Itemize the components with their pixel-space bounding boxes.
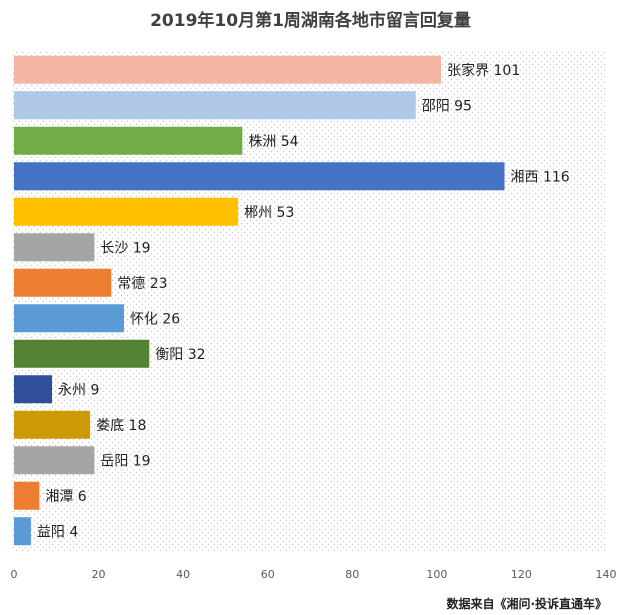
bar-10 bbox=[14, 410, 91, 439]
bar-label-2: 株洲 54 bbox=[248, 134, 298, 150]
plot-area bbox=[12, 50, 606, 552]
bar-label-9: 永州 9 bbox=[58, 382, 99, 398]
x-tick-label-2: 40 bbox=[176, 568, 190, 581]
bar-5 bbox=[14, 233, 95, 262]
x-tick-label-5: 100 bbox=[426, 568, 447, 581]
bar-4 bbox=[14, 197, 239, 226]
bar-label-4: 郴州 53 bbox=[244, 205, 294, 221]
bar-7 bbox=[14, 304, 124, 333]
bar-13 bbox=[14, 517, 31, 546]
bar-6 bbox=[14, 268, 112, 297]
bar-3 bbox=[14, 162, 505, 191]
x-tick-label-1: 20 bbox=[92, 568, 106, 581]
bar-label-10: 娄底 18 bbox=[96, 418, 146, 434]
bar-9 bbox=[14, 375, 53, 404]
x-tick-label-0: 0 bbox=[11, 568, 18, 581]
bar-1 bbox=[14, 91, 416, 120]
bar-11 bbox=[14, 446, 95, 475]
bar-label-5: 长沙 19 bbox=[100, 240, 150, 256]
bar-8 bbox=[14, 339, 150, 368]
bar-label-0: 张家界 101 bbox=[447, 62, 520, 79]
x-tick-label-7: 140 bbox=[596, 568, 617, 581]
bar-label-3: 湘西 116 bbox=[511, 169, 570, 185]
bar-label-7: 怀化 26 bbox=[130, 311, 180, 327]
chart-title: 2019年10月第1周湖南各地市留言回复量 bbox=[150, 11, 471, 31]
bar-0 bbox=[14, 55, 442, 84]
bar-label-13: 益阳 4 bbox=[37, 524, 78, 540]
bar-label-12: 湘潭 6 bbox=[45, 488, 86, 505]
x-tick-label-4: 80 bbox=[345, 568, 359, 581]
source-note: 数据来自《湘问·投诉直通车》 bbox=[446, 597, 607, 611]
x-tick-label-6: 120 bbox=[511, 568, 532, 581]
bar-label-8: 衡阳 32 bbox=[155, 347, 205, 363]
bar-label-1: 邵阳 95 bbox=[422, 98, 472, 114]
bar-label-11: 岳阳 19 bbox=[100, 453, 150, 469]
bar-2 bbox=[14, 126, 243, 155]
bar-label-6: 常德 23 bbox=[117, 276, 167, 292]
x-tick-label-3: 60 bbox=[261, 568, 275, 581]
bar-12 bbox=[14, 481, 40, 510]
